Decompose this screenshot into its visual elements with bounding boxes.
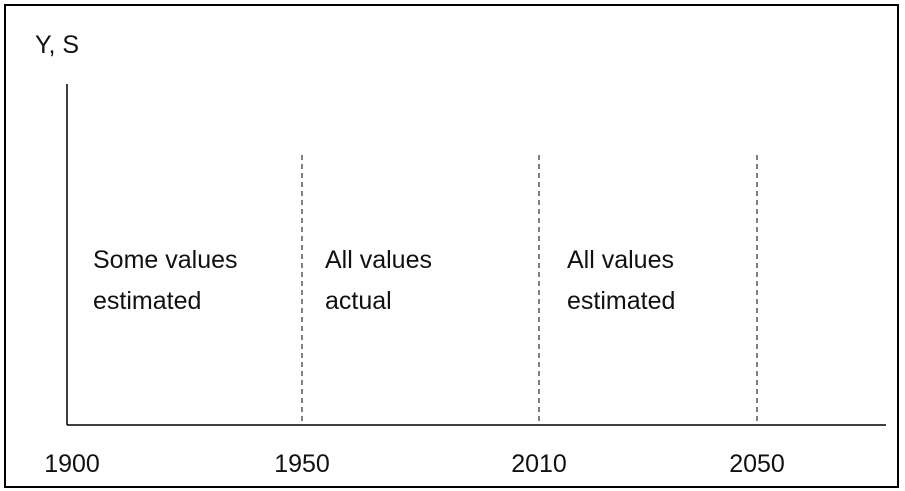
frame — [4, 4, 899, 488]
region-text: estimated — [567, 287, 675, 315]
x-label: 1950 — [274, 450, 330, 478]
x-label: 1900 — [44, 450, 100, 478]
region-text: estimated — [93, 287, 201, 315]
region-text: Some values — [93, 246, 238, 274]
region-text: actual — [325, 287, 392, 315]
region-text: All values — [325, 246, 432, 274]
region-text: All values — [567, 246, 674, 274]
x-label: 2010 — [511, 450, 567, 478]
x-label: 2050 — [729, 450, 785, 478]
axis-label: Y, S — [35, 31, 79, 59]
